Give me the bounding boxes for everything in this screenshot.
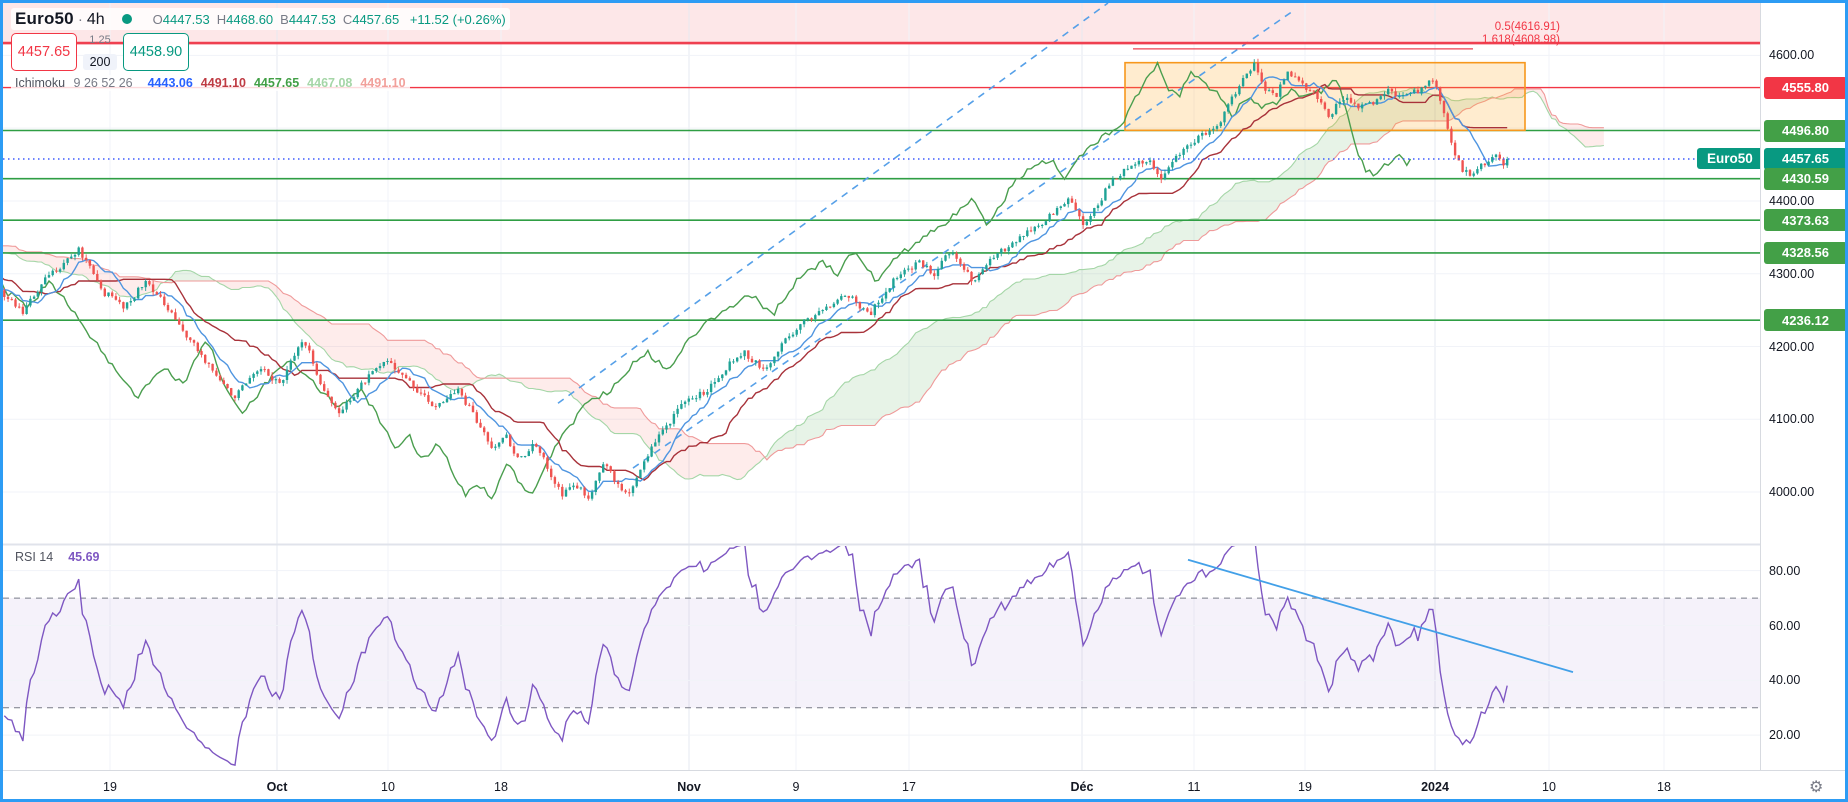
time-axis-label: 10 (381, 780, 395, 794)
price-axis-label: 4300.00 (1769, 266, 1815, 281)
price-level-badge: 4496.80 (1764, 119, 1845, 142)
price-axis-label: 4400.00 (1769, 193, 1815, 208)
sell-button[interactable]: 4457.65 (11, 33, 77, 71)
title-separator: · (77, 11, 83, 28)
rsi-axis-label: 60.00 (1769, 618, 1801, 633)
order-widget: 4457.65 1.25 200 4458.90 (11, 33, 189, 71)
time-axis-label: Déc (1070, 780, 1094, 794)
ichimoku-value: 4491.10 (200, 76, 246, 90)
timeframe-label[interactable]: 4h (86, 11, 105, 28)
current-price-symbol-badge: Euro50 (1697, 148, 1763, 169)
price-level-badge: 4373.63 (1764, 209, 1845, 232)
price-axis-label: 4600.00 (1769, 48, 1815, 63)
symbol-legend[interactable]: Euro50 · 4h O4447.53 H4468.60 B4447.53 C4457.… (11, 8, 510, 30)
ohlc-key: O (152, 11, 163, 27)
ohlc-value: 4447.53 (162, 11, 210, 27)
settings-gear-icon[interactable]: ⚙ (1809, 779, 1824, 796)
rsi-axis-label: 80.00 (1769, 563, 1801, 578)
rsi-name: RSI 14 (15, 550, 54, 564)
time-axis[interactable]: ⚙ 19 Oct 10 18 Nov 9 17 Déc 11 19 2024 10 18 (3, 770, 1845, 799)
order-size-value[interactable]: 200 (82, 54, 118, 70)
rsi-axis-label: 40.00 (1769, 673, 1801, 688)
price-axis-label: 4000.00 (1769, 485, 1815, 500)
time-axis-label: 18 (494, 780, 508, 794)
spread-value: 1.25 (89, 34, 111, 46)
price-change: +11.52 (+0.26%) (409, 11, 506, 27)
price-level-badge: 4430.59 (1764, 167, 1845, 190)
spread-size-column: 1.25 200 (77, 33, 123, 71)
chart-plot-area[interactable] (3, 3, 1760, 770)
ohlc-values: O4447.53 H4468.60 B4447.53 C4457.65 +11.52 … (153, 12, 506, 27)
price-axis-label: 4200.00 (1769, 339, 1815, 354)
ichimoku-params: 9 26 52 26 (73, 76, 133, 90)
time-axis-label: 19 (1298, 780, 1312, 794)
ichimoku-values: 4443.06 4491.10 4457.65 4467.08 4491.10 (140, 76, 406, 90)
price-level-badge: 4236.12 (1764, 309, 1845, 332)
ichimoku-value: 4443.06 (147, 76, 193, 90)
symbol-name[interactable]: Euro50 (15, 9, 74, 28)
ohlc-value: 4447.53 (288, 11, 336, 27)
price-level-badge: 4457.65 (1764, 147, 1845, 170)
time-axis-label: 10 (1542, 780, 1556, 794)
ohlc-value: 4468.60 (226, 11, 274, 27)
ohlc-key: B (280, 11, 289, 27)
time-axis-label: 2024 (1421, 780, 1449, 794)
price-axis-label: 4100.00 (1769, 412, 1815, 427)
rsi-legend[interactable]: RSI 14 45.69 (11, 549, 104, 565)
time-axis-label: 11 (1187, 780, 1201, 794)
price-level-badge: 4328.56 (1764, 241, 1845, 264)
fib-level-label-1-618[interactable]: 1.618(4608.98) (1481, 34, 1560, 46)
rsi-value: 45.69 (68, 550, 100, 564)
price-rsi-chart-svg[interactable] (3, 3, 1760, 770)
time-axis-label: 18 (1657, 780, 1671, 794)
buy-button[interactable]: 4458.90 (123, 33, 189, 71)
time-axis-label: Oct (266, 780, 288, 794)
rsi-axis-label: 20.00 (1769, 728, 1801, 743)
ohlc-key: C (342, 11, 353, 27)
ichimoku-value: 4457.65 (253, 76, 300, 90)
fib-level-label-0-5[interactable]: 0.5(4616.91) (1494, 21, 1560, 33)
market-status-icon (121, 14, 132, 24)
ichimoku-value: 4491.10 (360, 76, 406, 90)
time-axis-label: 19 (103, 780, 117, 794)
ichimoku-value: 4467.08 (307, 76, 353, 90)
price-axis[interactable]: 4600.00 4400.00 4300.00 4200.00 4100.00 4000.… (1760, 3, 1845, 770)
price-level-badge: 4555.80 (1764, 76, 1845, 99)
ohlc-value: 4457.65 (352, 11, 400, 27)
time-axis-label: 17 (902, 780, 916, 794)
ohlc-key: H (216, 11, 227, 27)
time-axis-label: 9 (792, 780, 800, 794)
time-axis-label: Nov (677, 780, 701, 794)
ichimoku-name: Ichimoku (15, 76, 66, 90)
ichimoku-legend[interactable]: Ichimoku 9 26 52 26 4443.06 4491.10 4457.6… (11, 75, 410, 91)
